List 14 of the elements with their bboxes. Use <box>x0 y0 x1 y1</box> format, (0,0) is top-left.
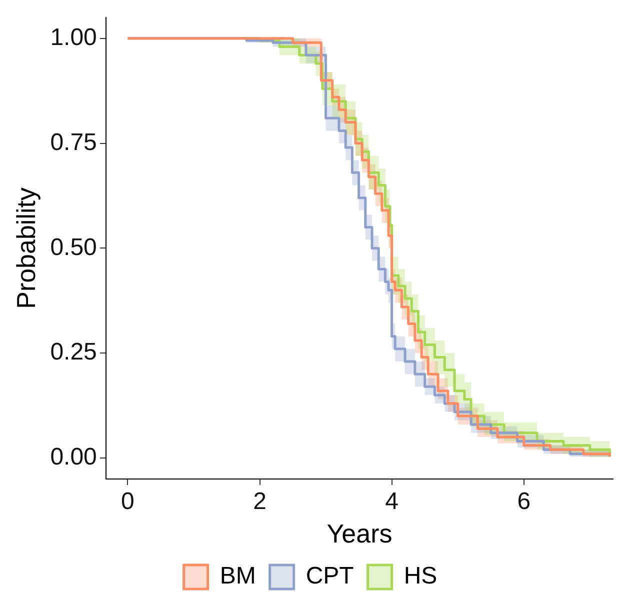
x-tick-label: 4 <box>385 488 398 516</box>
y-axis-title: Probability <box>10 187 41 309</box>
x-tick-label: 2 <box>253 488 266 516</box>
legend-label: HS <box>404 562 438 590</box>
x-tick-label: 6 <box>517 488 531 516</box>
y-tick-label: 0.25 <box>50 338 97 366</box>
y-tick-label: 1.00 <box>50 24 97 52</box>
y-tick-label: 0.50 <box>50 234 97 261</box>
y-tick-label: 0.75 <box>50 128 97 156</box>
legend-label: BM <box>220 562 256 590</box>
x-axis-title: Years <box>326 518 392 549</box>
x-tick-label: 0 <box>121 488 134 516</box>
y-tick-label: 0.00 <box>50 444 97 471</box>
legend-label: CPT <box>306 562 354 590</box>
